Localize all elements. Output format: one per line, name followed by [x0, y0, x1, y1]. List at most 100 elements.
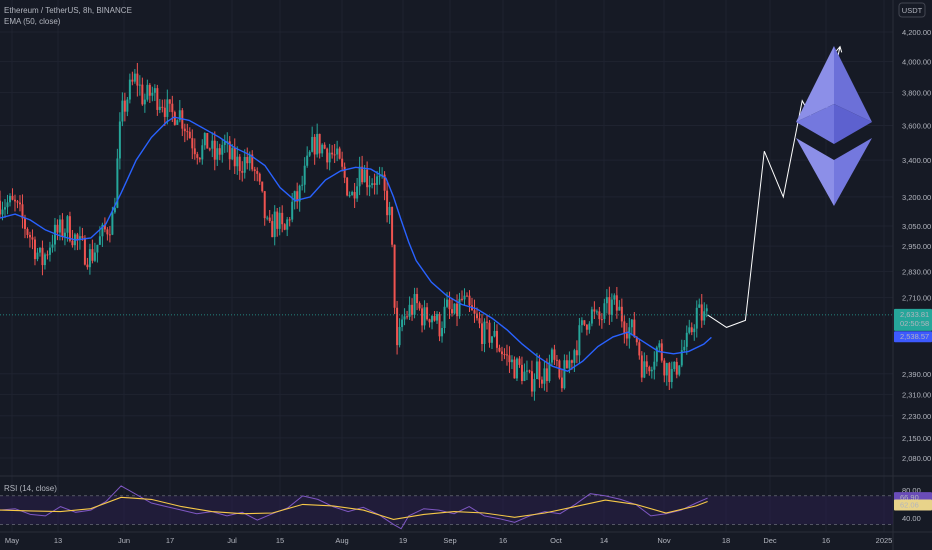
candle-body	[263, 191, 266, 219]
candle-body	[256, 171, 259, 174]
y-tick-label: 2,390.00	[902, 370, 931, 379]
candle-body	[698, 304, 701, 308]
candle-body	[288, 219, 291, 221]
x-tick-label: Oct	[550, 536, 563, 545]
rsi-ma-badge: 62.06	[894, 499, 932, 511]
candle-body	[326, 148, 329, 163]
candle-body	[488, 322, 491, 343]
candle-body	[91, 249, 94, 261]
candle-body	[505, 354, 508, 356]
candle-body	[348, 195, 351, 197]
candle-body	[176, 120, 179, 125]
candle-body	[393, 244, 396, 308]
candle-body	[108, 234, 111, 236]
candle-body	[143, 99, 146, 105]
candle-body	[406, 316, 409, 318]
candle-body	[638, 342, 641, 356]
candle-body	[151, 92, 154, 96]
candle-body	[111, 212, 114, 235]
candle-body	[650, 369, 653, 372]
candle-body	[431, 316, 434, 323]
candle-body	[186, 131, 189, 133]
y-tick-label: 2,230.00	[902, 412, 931, 421]
currency-badge[interactable]: USDT	[898, 2, 926, 18]
candles-group	[0, 62, 708, 401]
candle-body	[198, 157, 201, 160]
candle-body	[453, 303, 456, 314]
candle-body	[418, 303, 421, 309]
candle-body	[173, 112, 176, 125]
candle-body	[553, 349, 556, 360]
symbol-title: Ethereum / TetherUS, 8h, BINANCE	[4, 6, 132, 15]
candle-body	[48, 247, 51, 255]
price-badge-text: 2,633.81	[900, 310, 929, 319]
candle-body	[23, 218, 26, 229]
candle-body	[388, 206, 391, 216]
candle-body	[196, 154, 199, 158]
candle-body	[688, 327, 691, 333]
candle-body	[208, 148, 211, 150]
candle-body	[610, 299, 613, 315]
ema-badge: 2,538.57	[894, 331, 932, 343]
candle-body	[366, 169, 369, 188]
candle-body	[538, 361, 541, 380]
candle-body	[433, 316, 436, 321]
candle-body	[585, 324, 588, 330]
candle-body	[0, 200, 1, 215]
candle-body	[411, 304, 414, 315]
candle-body	[283, 224, 286, 230]
candle-body	[428, 319, 431, 323]
candle-body	[635, 336, 638, 343]
candle-body	[678, 365, 681, 375]
candle-body	[271, 221, 274, 238]
candle-body	[563, 360, 566, 389]
candle-body	[116, 158, 119, 208]
candle-body	[478, 318, 481, 324]
candle-body	[251, 154, 254, 170]
candle-body	[515, 358, 518, 379]
ethereum-logo	[796, 46, 872, 206]
candle-body	[21, 204, 24, 219]
candle-body	[645, 361, 648, 367]
candle-body	[16, 201, 19, 203]
candle-body	[163, 107, 166, 117]
candle-body	[268, 217, 271, 222]
candle-body	[680, 350, 683, 366]
candle-body	[11, 195, 14, 200]
candle-body	[316, 133, 319, 155]
y-tick-label: 3,600.00	[902, 121, 931, 130]
candle-body	[298, 185, 301, 202]
candle-body	[498, 347, 501, 352]
candle-body	[193, 148, 196, 155]
candle-body	[121, 100, 124, 122]
candle-body	[383, 174, 386, 191]
candle-body	[615, 295, 618, 311]
candle-body	[241, 171, 244, 173]
candle-body	[131, 79, 134, 82]
candle-body	[303, 165, 306, 185]
candle-body	[6, 202, 9, 208]
candle-body	[63, 232, 66, 237]
candle-body	[308, 151, 311, 156]
candle-body	[580, 320, 583, 326]
candle-body	[293, 191, 296, 202]
candle-body	[246, 156, 249, 164]
rsi-indicator-label: RSI (14, close)	[4, 484, 57, 493]
currency-badge-text: USDT	[902, 6, 923, 15]
x-tick-label: 17	[166, 536, 174, 545]
candle-body	[423, 307, 426, 326]
candle-body	[625, 333, 628, 339]
candle-body	[458, 298, 461, 317]
candle-body	[318, 133, 321, 154]
candle-body	[665, 363, 668, 376]
candle-body	[461, 298, 464, 300]
candle-body	[568, 360, 571, 369]
candle-body	[703, 311, 706, 321]
candle-body	[76, 234, 79, 240]
candle-body	[438, 314, 441, 337]
x-tick-label: Dec	[763, 536, 777, 545]
eth-logo-left-mid	[796, 104, 834, 144]
candle-body	[351, 192, 354, 196]
candle-body	[248, 154, 251, 164]
